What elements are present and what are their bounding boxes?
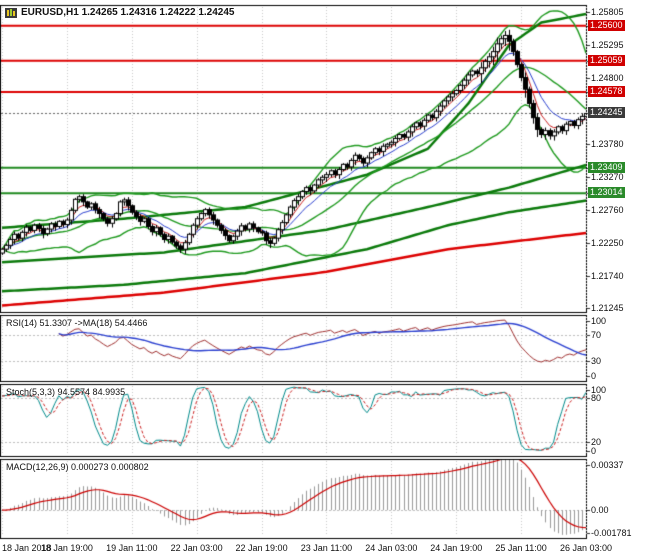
macd-panel-splitter[interactable] <box>0 455 587 459</box>
stochastic-panel-splitter[interactable] <box>0 380 587 384</box>
rsi-panel-splitter[interactable] <box>0 311 587 315</box>
